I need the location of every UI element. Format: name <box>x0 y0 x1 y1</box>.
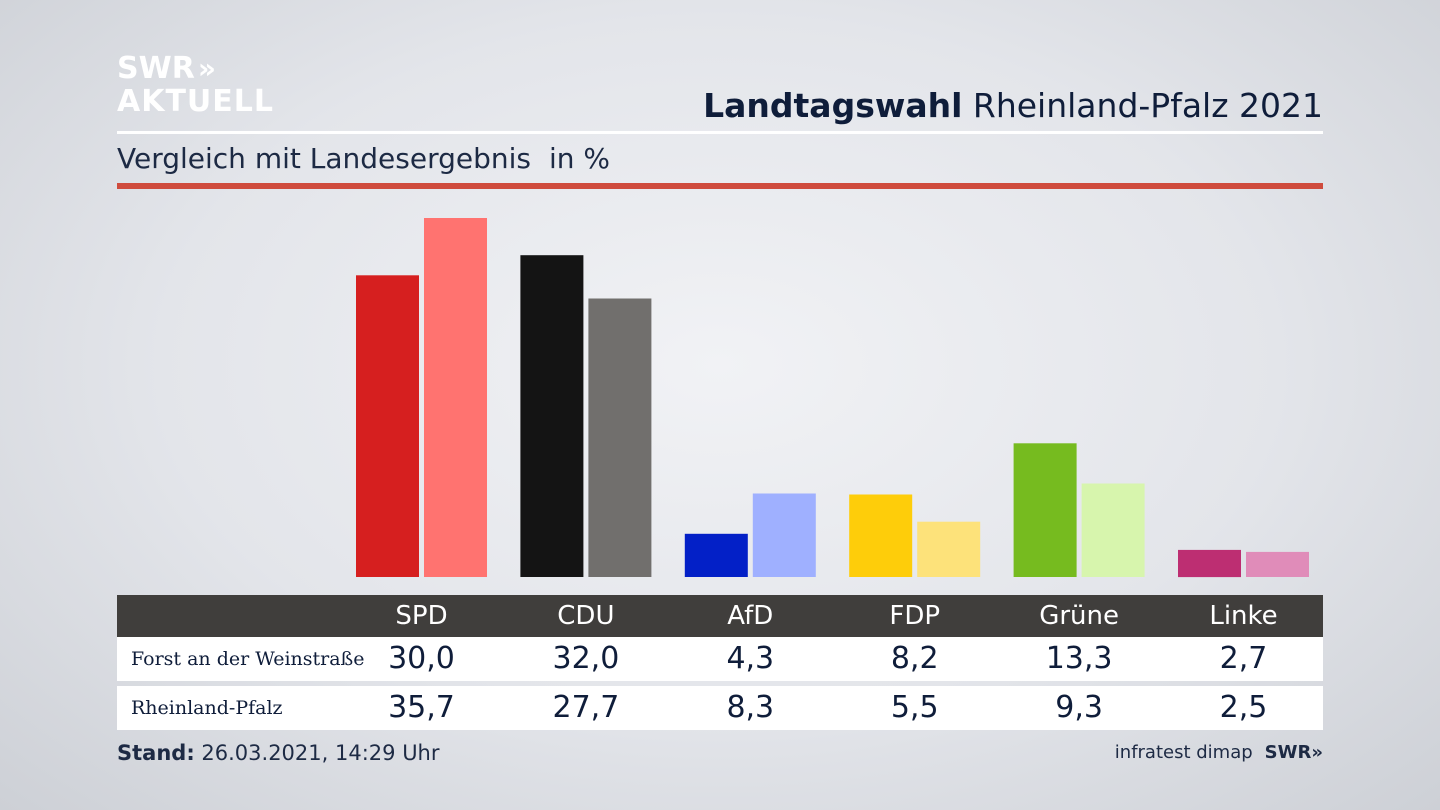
header-divider <box>117 131 1323 134</box>
swr-small-text: SWR <box>1264 742 1312 763</box>
value-cell-linke: 2,5 <box>1219 690 1268 725</box>
swr-logo-small: SWR» <box>1265 742 1323 763</box>
value-cell-gruene: 13,3 <box>1045 641 1113 676</box>
bar-fdp-series-1 <box>849 494 913 577</box>
stand-value: 26.03.2021, 14:29 Uhr <box>201 741 440 765</box>
bar-afd-series-1 <box>684 533 748 577</box>
swr-aktuell-logo: SWR» AKTUELL <box>117 54 274 117</box>
bar-gruene-series-2 <box>1081 483 1145 577</box>
column-header-linke: Linke <box>1209 601 1278 631</box>
bar-linke-series-1 <box>1178 549 1241 578</box>
source-text: infratest dimap <box>1114 742 1253 763</box>
column-header-cdu: CDU <box>557 601 615 631</box>
value-cell-afd: 8,3 <box>726 690 775 725</box>
column-header-spd: SPD <box>395 601 448 631</box>
bar-linke-series-2 <box>1246 551 1309 577</box>
table-row: Rheinland-Pfalz 35,7 27,7 8,3 5,5 9,3 2,5 <box>117 686 1323 730</box>
value-cell-cdu: 27,7 <box>552 690 620 725</box>
title-bold: Landtagswahl <box>703 86 963 125</box>
swr-small-chevrons-icon: » <box>1311 742 1323 763</box>
subtitle-unit: in % <box>548 142 611 175</box>
value-cell-cdu: 32,0 <box>552 641 620 676</box>
subtitle-divider <box>117 183 1323 189</box>
logo-aktuell: AKTUELL <box>117 84 275 119</box>
source-credit: infratest dimap SWR» <box>1115 742 1323 763</box>
column-header-afd: AfD <box>727 601 774 631</box>
bar-afd-series-2 <box>752 493 816 577</box>
bar-gruene-series-1 <box>1013 443 1077 577</box>
value-cell-spd: 35,7 <box>388 690 455 725</box>
bar-cdu-series-1 <box>520 255 584 577</box>
stand-label: Stand: <box>117 741 195 765</box>
title-rest: Rheinland-Pfalz 2021 <box>972 86 1323 125</box>
value-cell-spd: 30,0 <box>388 641 455 676</box>
value-cell-linke: 2,7 <box>1219 641 1268 676</box>
bar-cdu-series-2 <box>588 298 652 577</box>
subtitle-text: Vergleich mit Landesergebnis <box>117 142 531 175</box>
value-cell-fdp: 5,5 <box>890 690 939 725</box>
row-label: Rheinland-Pfalz <box>131 697 283 719</box>
timestamp: Stand: 26.03.2021, 14:29 Uhr <box>117 741 440 765</box>
row-label: Forst an der Weinstraße <box>131 648 365 670</box>
value-cell-fdp: 8,2 <box>890 641 939 676</box>
chart-subtitle: Vergleich mit Landesergebnis in % <box>117 142 610 175</box>
value-cell-gruene: 9,3 <box>1055 690 1103 725</box>
column-header-gruene: Grüne <box>1039 601 1119 631</box>
bar-spd-series-2 <box>424 218 487 577</box>
logo-swr: SWR <box>117 51 195 86</box>
results-table: SPD CDU AfD FDP Grüne Linke Forst an der Wein… <box>117 595 1323 730</box>
table-row: Forst an der Weinstraße 30,0 32,0 4,3 8,2 13… <box>117 637 1323 681</box>
column-header-fdp: FDP <box>889 601 941 631</box>
page-title: Landtagswahl Rheinland-Pfalz 2021 <box>703 86 1323 125</box>
bar-fdp-series-2 <box>917 521 981 577</box>
bar-chart <box>356 218 1309 578</box>
table-header: SPD CDU AfD FDP Grüne Linke <box>117 595 1323 637</box>
value-cell-afd: 4,3 <box>726 641 775 676</box>
bar-spd-series-1 <box>356 275 419 577</box>
